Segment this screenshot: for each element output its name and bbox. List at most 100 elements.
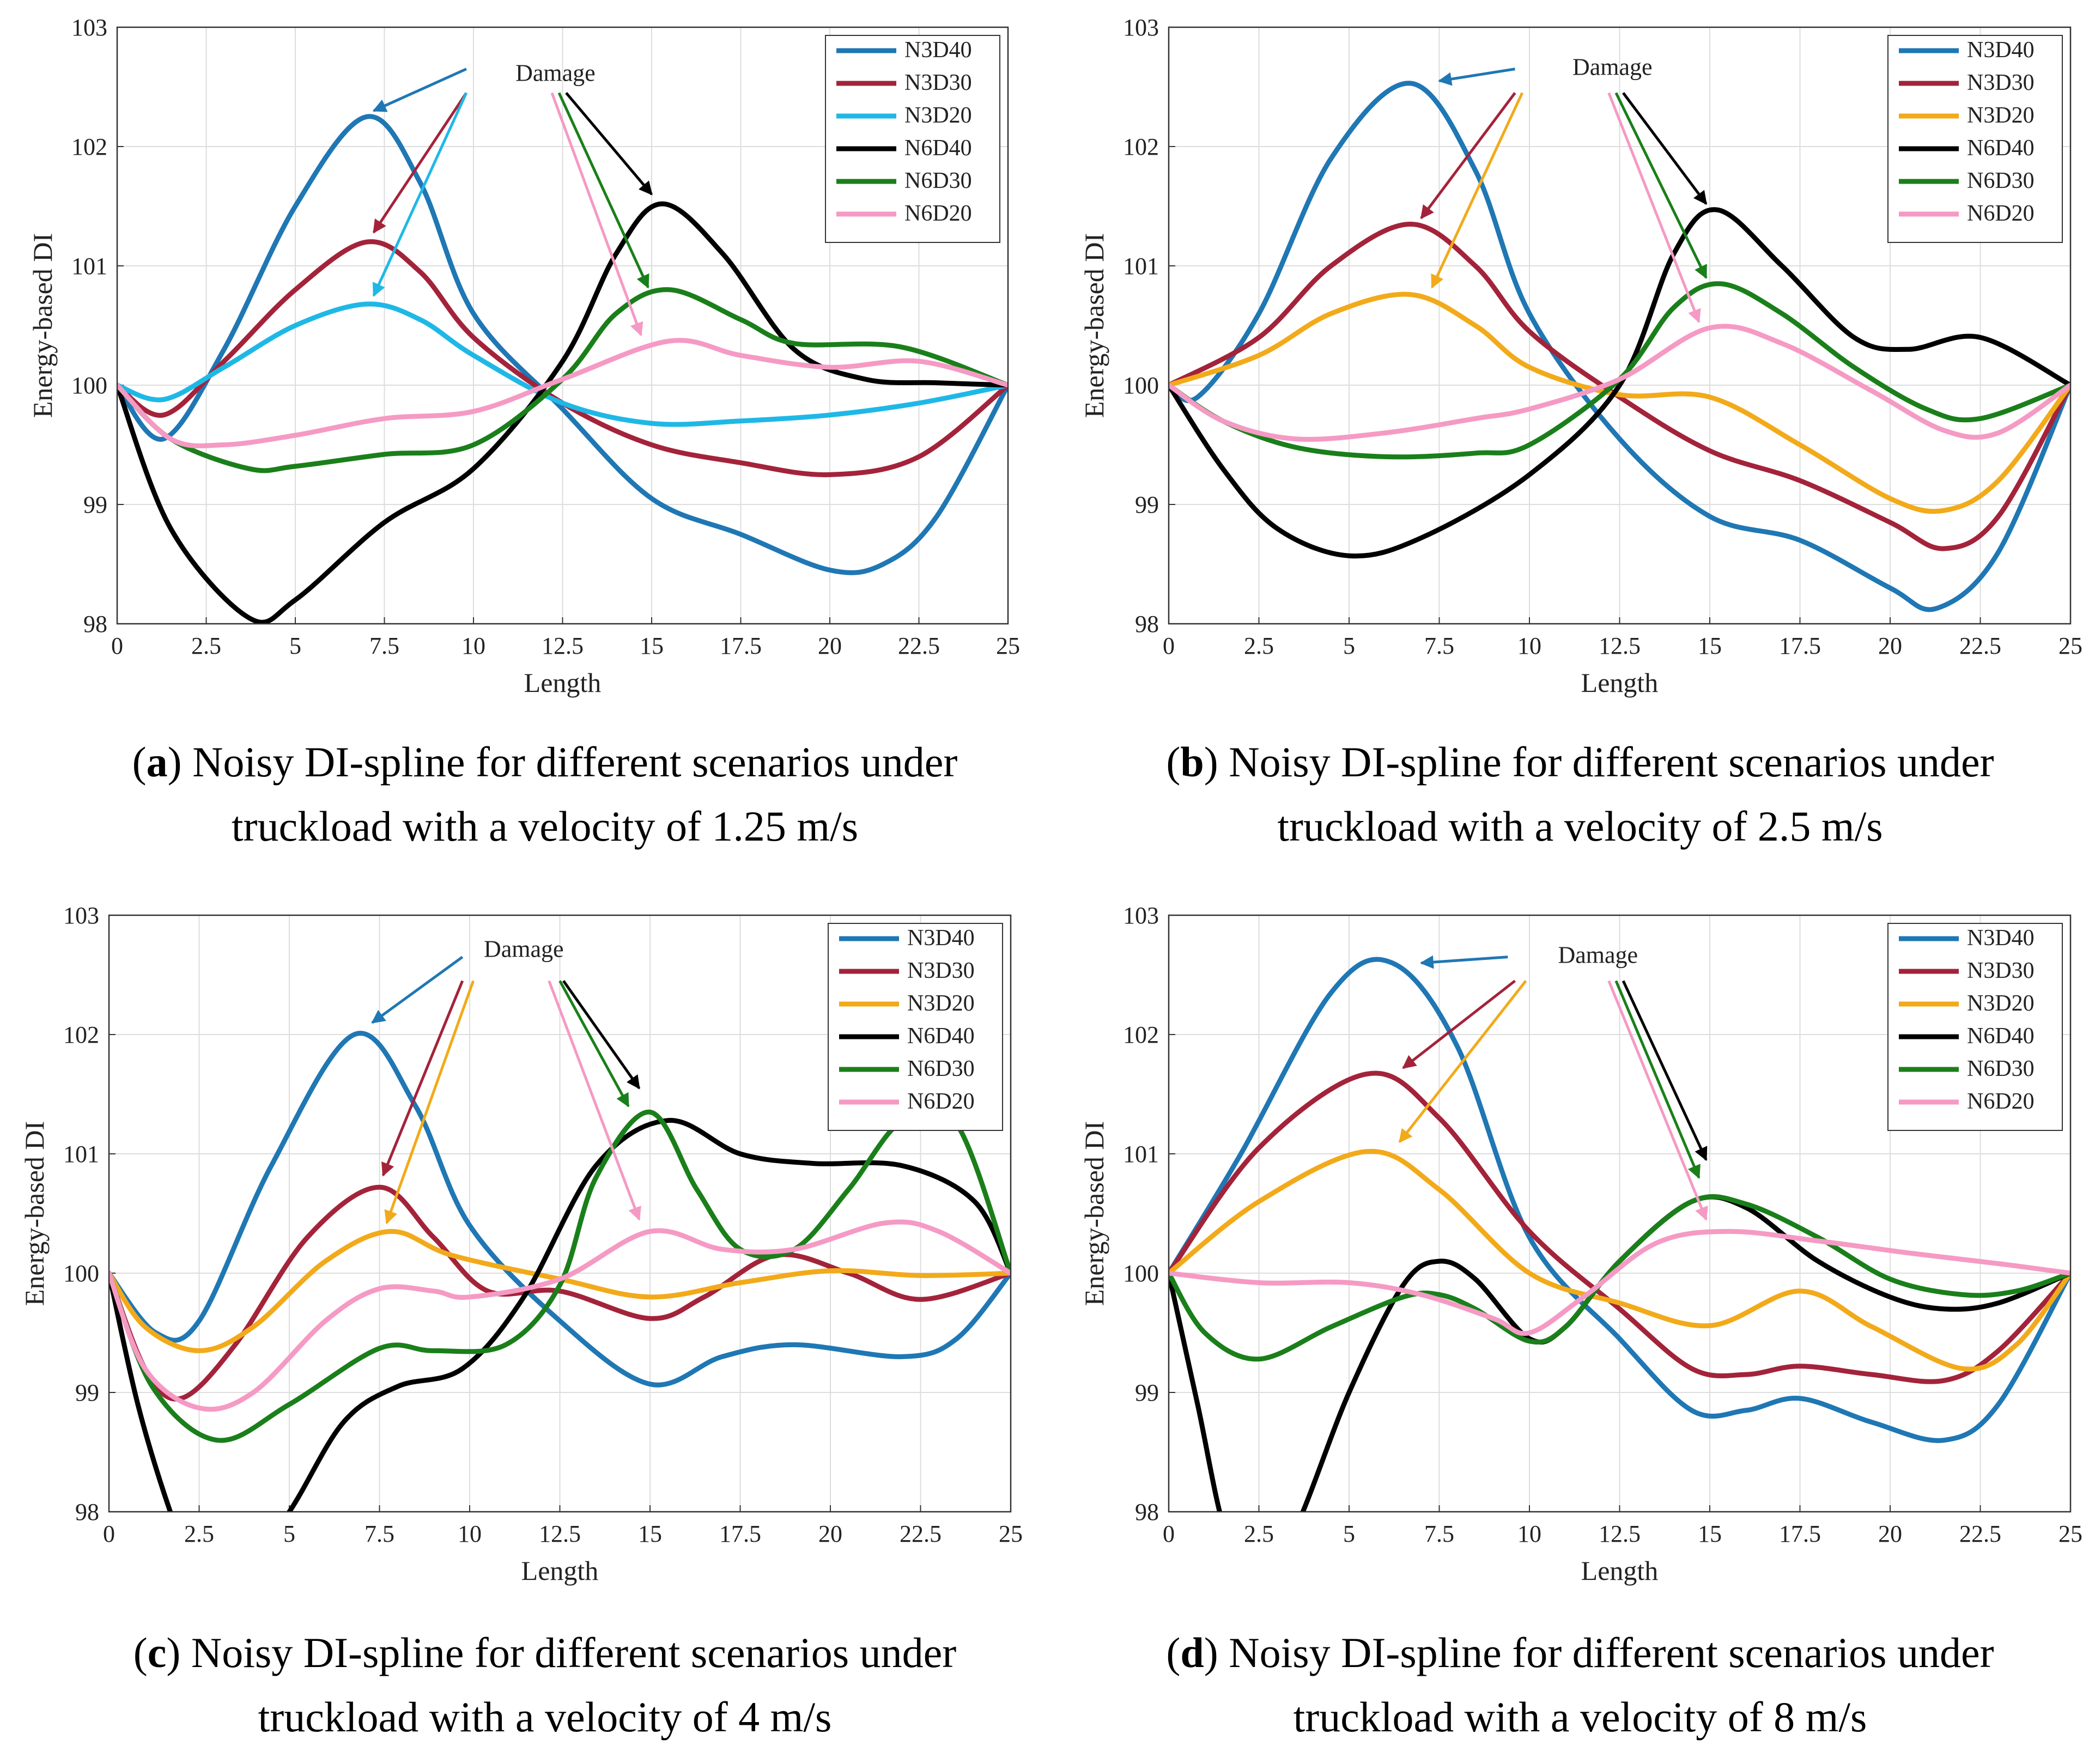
x-tick-label: 7.5	[369, 632, 399, 659]
y-tick-label: 102	[1123, 1021, 1159, 1048]
y-tick-label: 103	[1123, 902, 1159, 929]
chart-panel-b: 0 2.5 5 7.5 10 12.5 15 17.5 20 22.5 25 98 99 100 101 10…	[1052, 0, 2095, 708]
damage-arrow-n3d20	[1398, 980, 1527, 1143]
legend-label-n6d20: N6D20	[907, 1089, 975, 1114]
series-line-n3d20	[1169, 1148, 2070, 1372]
chart-d: 0 2.5 5 7.5 10 12.5 15 17.5 20 22.5 25 98 99 100 101 10…	[1079, 902, 2082, 1586]
chart-a: 0 2.5 5 7.5 10 12.5 15 17.5 20 22.5 25 98 99 100 101 10…	[27, 14, 1020, 698]
series-line-n6d30	[1169, 281, 2070, 460]
series-line-n3d20	[1169, 291, 2070, 514]
legend-label-n6d40: N6D40	[907, 1024, 975, 1049]
damage-arrow-n6d40	[1622, 92, 1708, 205]
series-line-n6d30	[109, 1106, 1011, 1443]
series-line-n3d40	[117, 114, 1008, 575]
caption-letter-c: c	[147, 1629, 167, 1676]
damage-arrow-n3d30	[381, 980, 464, 1177]
x-tick-label: 22.5	[898, 632, 940, 659]
series-line-n3d30	[117, 239, 1008, 477]
caption-c: (c) Noisy DI-spline for different scenar…	[133, 1629, 957, 1741]
x-axis-label: Length	[1581, 667, 1659, 698]
y-tick-label: 101	[1123, 1141, 1159, 1167]
y-tick-label: 98	[83, 611, 107, 637]
x-tick-label: 15	[638, 1520, 662, 1547]
series-line-n3d30	[1169, 1070, 2070, 1384]
x-tick-label: 10	[461, 632, 485, 659]
legend-label-n6d20: N6D20	[904, 201, 972, 226]
y-tick-label: 101	[1123, 253, 1159, 279]
legend-label-n6d30: N6D30	[907, 1056, 975, 1081]
damage-arrow-n3d30	[1420, 92, 1516, 220]
x-tick-label: 2.5	[1244, 632, 1274, 659]
damage-arrow-n6d20	[1607, 92, 1701, 324]
series-line-n6d40	[1169, 207, 2070, 559]
caption-text-a: Noisy DI-spline for different scenarios …	[192, 738, 958, 850]
axes-frame	[1168, 26, 2072, 625]
x-tick-label: 12.5	[542, 632, 584, 659]
y-tick-label: 99	[83, 491, 107, 518]
x-tick-label: 12.5	[1599, 1520, 1641, 1547]
damage-annotation: Damage	[484, 936, 564, 963]
damage-annotation: Damage	[1558, 942, 1638, 969]
legend-label-n6d40: N6D40	[904, 136, 972, 161]
x-tick-label: 2.5	[1244, 1520, 1274, 1547]
legend-label-n3d40: N3D40	[907, 926, 975, 951]
x-tick-label: 25	[996, 632, 1020, 659]
x-tick-label: 17.5	[719, 1520, 761, 1547]
x-tick-label: 25	[2058, 632, 2082, 659]
y-tick-label: 99	[1135, 1379, 1159, 1406]
y-tick-label: 100	[71, 372, 107, 399]
x-tick-label: 12.5	[539, 1520, 581, 1547]
y-tick-label: 102	[1123, 133, 1159, 160]
caption-letter-a: a	[146, 738, 168, 786]
legend-label-n3d20: N3D20	[907, 991, 975, 1016]
damage-arrow-n3d30	[1402, 980, 1516, 1069]
chart-panel-d: 0 2.5 5 7.5 10 12.5 15 17.5 20 22.5 25 98 99 100 101 10…	[1052, 888, 2095, 1596]
damage-arrow-n3d20	[1430, 92, 1524, 289]
y-tick-label: 100	[63, 1260, 99, 1287]
damage-arrow-n6d40	[562, 980, 641, 1090]
legend-label-n6d30: N6D30	[1967, 168, 2035, 193]
damage-arrow-n6d30	[558, 980, 630, 1108]
series-line-n6d20	[1169, 324, 2070, 442]
x-tick-label: 10	[1517, 632, 1541, 659]
caption-text-c: Noisy DI-spline for different scenarios …	[191, 1629, 957, 1741]
legend	[828, 923, 1003, 1131]
legend-label-n3d20: N3D20	[1967, 103, 2035, 128]
legend	[825, 35, 1000, 243]
axes-frame	[1168, 914, 2072, 1513]
x-tick-label: 22.5	[1959, 632, 2001, 659]
x-tick-label: 7.5	[365, 1520, 394, 1547]
x-tick-label: 0	[111, 632, 123, 659]
legend-label-n3d20: N3D20	[1967, 991, 2035, 1016]
damage-arrow-n6d40	[1622, 980, 1708, 1161]
axes-frame	[108, 914, 1012, 1513]
x-axis-label: Length	[1581, 1555, 1659, 1586]
y-tick-label: 102	[63, 1021, 99, 1048]
y-tick-label: 103	[63, 902, 99, 929]
x-tick-label: 10	[1517, 1520, 1541, 1547]
damage-arrow-n3d40	[1419, 955, 1508, 969]
damage-arrow-n3d20	[384, 980, 475, 1225]
series-line-n3d20	[117, 301, 1008, 427]
y-tick-label: 101	[63, 1141, 99, 1167]
legend-label-n3d30: N3D30	[907, 958, 975, 983]
series-line-n6d20	[109, 1219, 1011, 1412]
series-line-n3d40	[109, 1031, 1011, 1388]
axes-frame	[116, 26, 1009, 625]
damage-arrow-n6d30	[1614, 980, 1701, 1179]
legend-label-n6d30: N6D30	[904, 168, 972, 193]
damage-arrow-n6d30	[557, 92, 649, 289]
y-tick-label: 101	[71, 253, 107, 279]
series-line-n6d40	[109, 1118, 1011, 1512]
y-tick-label: 102	[71, 133, 107, 160]
x-tick-label: 10	[458, 1520, 482, 1547]
y-tick-label: 100	[1123, 372, 1159, 399]
caption-text-d: Noisy DI-spline for different scenarios …	[1229, 1629, 1994, 1741]
series-line-n6d20	[1169, 1228, 2070, 1336]
legend-label-n3d40: N3D40	[1967, 38, 2035, 63]
y-tick-label: 98	[1135, 1499, 1159, 1525]
x-tick-label: 25	[2058, 1520, 2082, 1547]
x-axis-label: Length	[521, 1555, 599, 1586]
y-axis-label: Energy-based DI	[19, 1121, 50, 1306]
damage-annotation: Damage	[1572, 54, 1653, 81]
